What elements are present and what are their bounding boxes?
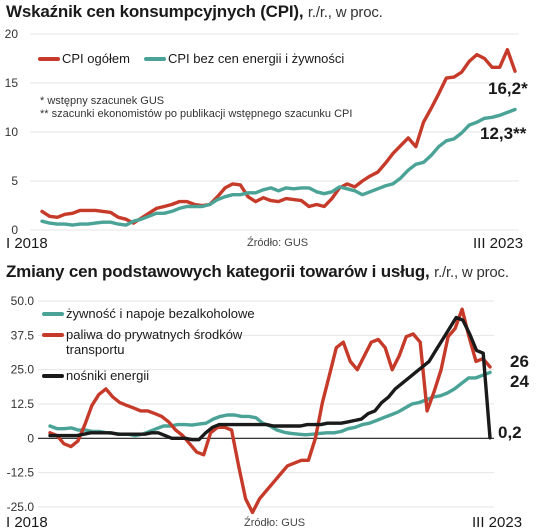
source-categories: Źródło: GUS [244,516,305,529]
series-line-fuel [48,307,492,515]
series-line-cpi-core [40,107,517,227]
y-tick-label: 50.0 [11,294,35,308]
y-tick-label: 20 [5,27,19,41]
y-tick-label: -25.0 [7,500,35,514]
note-preliminary: * wstępny szacunek GUS [40,95,164,107]
y-tick-label: 15 [5,76,19,90]
y-tick-label: 12.5 [11,397,35,411]
end-label-fuel: 26 [510,352,529,371]
categories-series-lines [48,307,492,515]
cpi-y-ticks: 20 15 10 5 0 [5,27,19,237]
legend-cpi-total: CPI ogółem [62,51,130,66]
series-line-cpi-total [40,48,517,225]
source-cpi: Źródło: GUS [247,236,308,249]
y-tick-label: 5 [11,174,18,188]
chart1-subtitle: r./r., w proc. [307,4,383,21]
x-end-label-cpi: III 2023 [473,235,523,252]
legend-food: żywność i napoje bezalkoholowe [66,306,255,321]
legend-cpi-core: CPI bez cen energii i żywności [168,51,344,66]
x-start-label-categories: I 2018 [6,514,48,531]
y-tick-label: 10 [5,125,19,139]
end-label-cpi-total: 16,2* [488,79,528,98]
y-tick-label: 0 [11,223,18,237]
categories-chart: 50.0 37.5 25.0 12.5 0 -12.5 -25.0 żywność i na… [6,294,529,531]
legend-energy: nośniki energii [66,368,149,383]
x-end-label-categories: III 2023 [472,514,522,531]
end-label-food: 24 [510,372,529,391]
categories-y-ticks: 50.0 37.5 25.0 12.5 0 -12.5 -25.0 [7,294,35,514]
end-label-cpi-core: 12,3** [480,124,527,143]
chart2-title: Zmiany cen podstawowych kategorii towaró… [6,262,430,281]
y-tick-label: 37.5 [11,328,35,342]
note-estimates: ** szacunki ekonomistów po publikacji ws… [40,108,352,120]
y-tick-label: -12.5 [7,466,35,480]
chart1-title: Wskaźnik cen konsumpcyjnych (CPI), [6,2,304,21]
y-tick-label: 0 [27,431,34,445]
cpi-series-lines [40,48,517,227]
chart2-subtitle: r./r., w proc. [434,264,509,281]
legend-fuel: paliwa do prywatnych środków transportu [66,327,246,357]
cpi-gridlines [30,33,519,231]
cpi-chart: 20 15 10 5 0 CPI ogółem CPI bez cen energii … [5,27,528,252]
categories-gridlines [38,300,494,508]
x-start-label-cpi: I 2018 [6,235,48,252]
chart1-title-row: Wskaźnik cen konsumpcyjnych (CPI), r./r.… [6,2,383,22]
y-tick-label: 25.0 [11,363,35,377]
chart2-title-row: Zmiany cen podstawowych kategorii towaró… [6,262,509,282]
series-line-energy [48,315,492,442]
end-label-energy: 0,2 [498,423,522,442]
